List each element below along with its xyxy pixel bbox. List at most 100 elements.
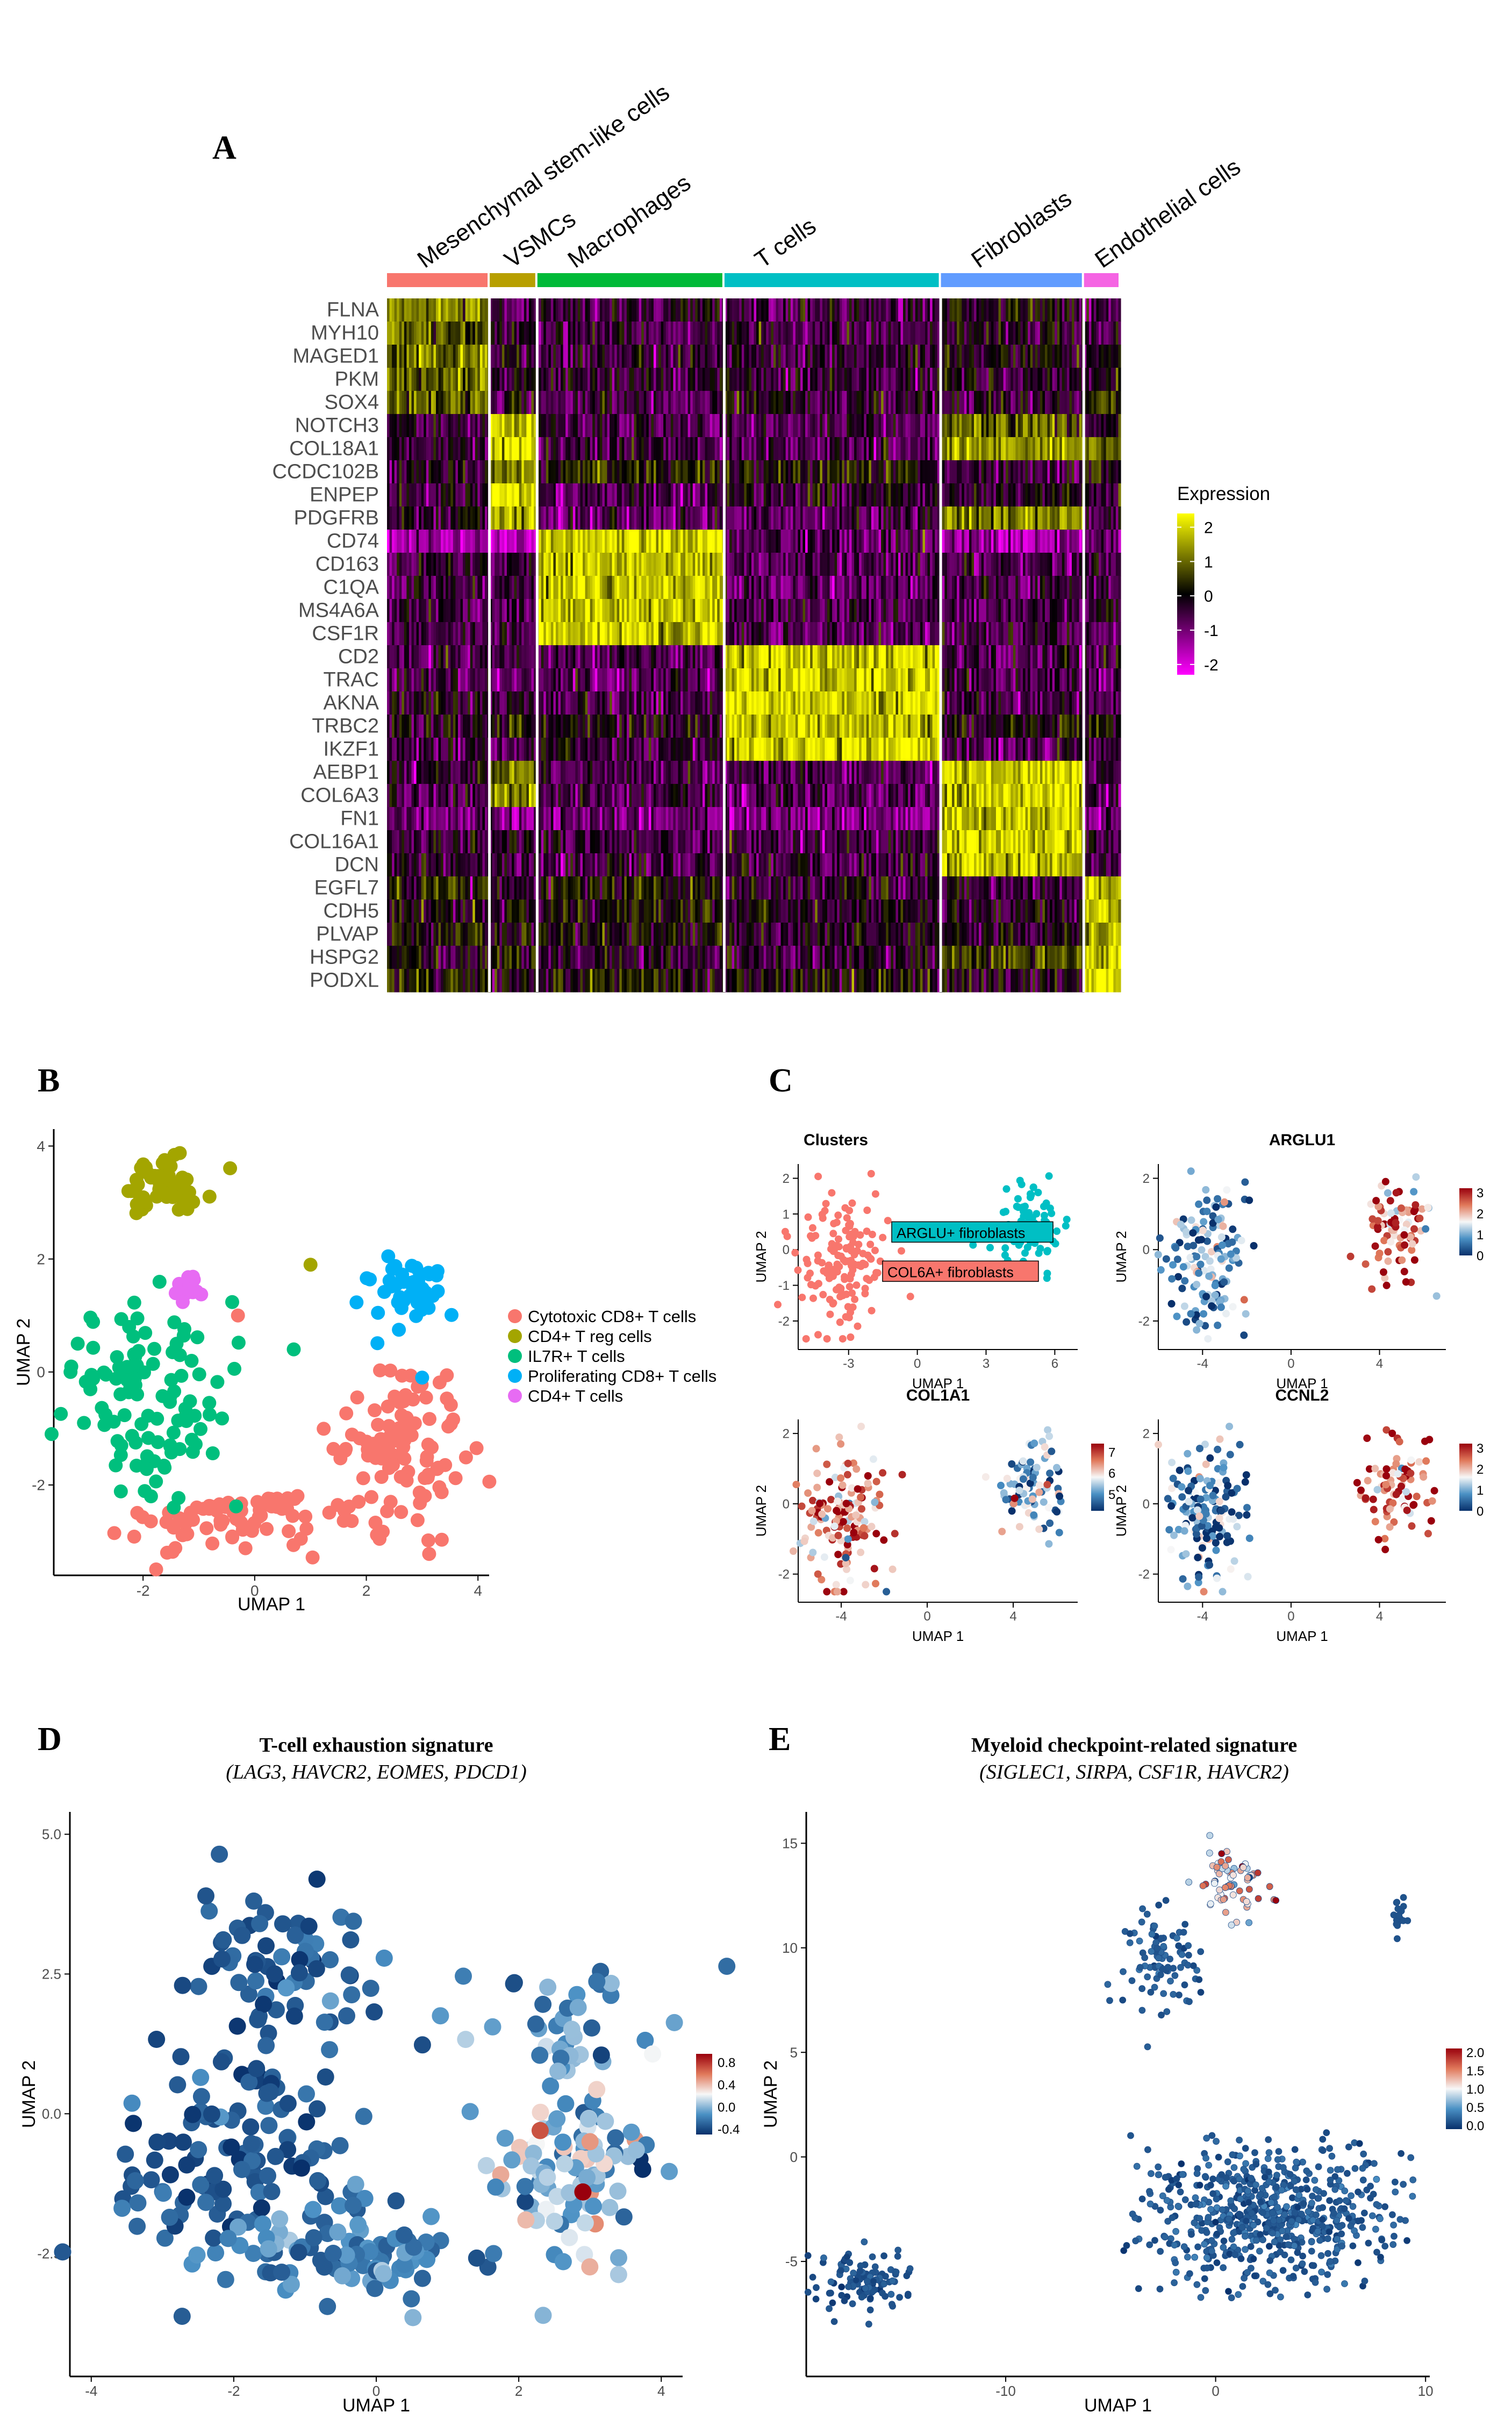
heatmap-cell: [751, 460, 755, 484]
heatmap-cell: [424, 668, 427, 692]
cell-type-bar-segment: [1084, 273, 1119, 287]
heatmap-cell: [629, 368, 632, 391]
heatmap-cell: [646, 622, 649, 646]
heatmap-cell: [585, 900, 588, 923]
heatmap-cell: [614, 460, 618, 484]
heatmap-cell: [594, 483, 598, 507]
heatmap-cell: [541, 691, 544, 715]
heatmap-cell: [521, 368, 525, 391]
heatmap-cell: [702, 506, 706, 530]
heatmap-cell: [541, 345, 544, 368]
heatmap-cell: [763, 900, 766, 923]
heatmap-cell: [426, 691, 429, 715]
heatmap-cell: [783, 784, 786, 808]
heatmap-cell: [460, 530, 463, 553]
heatmap-cell: [404, 668, 407, 692]
heatmap-cell: [646, 946, 649, 969]
heatmap-cell: [626, 761, 630, 784]
heatmap-cell: [783, 830, 786, 854]
heatmap-cell: [419, 391, 422, 415]
heatmap-cell: [773, 830, 777, 854]
heatmap-cell: [714, 784, 718, 808]
heatmap-cell: [519, 368, 522, 391]
heatmap-cell: [617, 506, 620, 530]
heatmap-cell: [416, 645, 419, 669]
heatmap-cell: [636, 576, 640, 599]
heatmap-cell: [394, 668, 397, 692]
heatmap-cell: [610, 807, 613, 831]
heatmap-cell: [495, 368, 498, 391]
heatmap-cell: [572, 946, 576, 969]
heatmap-cell: [453, 969, 456, 993]
heatmap-cell: [501, 900, 505, 923]
heatmap-cell: [438, 368, 441, 391]
heatmap-cell: [512, 784, 515, 808]
heatmap-cell: [495, 668, 498, 692]
heatmap-cell: [433, 437, 436, 461]
heatmap-cell: [570, 322, 574, 345]
heatmap-cell: [778, 460, 782, 484]
heatmap-cell: [621, 460, 625, 484]
heatmap-cell: [683, 437, 686, 461]
heatmap-cell: [768, 460, 771, 484]
heatmap-cell: [641, 923, 644, 946]
heatmap-cell: [761, 761, 764, 784]
heatmap-cell: [653, 668, 657, 692]
heatmap-cell: [624, 368, 627, 391]
heatmap-cell: [648, 345, 651, 368]
heatmap-cell: [604, 599, 608, 623]
heatmap-cell: [599, 900, 603, 923]
heatmap-cell: [558, 853, 561, 877]
heatmap-cell: [736, 345, 740, 368]
heatmap-cell: [653, 298, 657, 322]
heatmap-cell: [443, 830, 446, 854]
heatmap-cell: [524, 622, 527, 646]
heatmap-cell: [790, 599, 793, 623]
heatmap-cell: [692, 368, 696, 391]
heatmap-cell: [392, 298, 395, 322]
heatmap-cell: [665, 460, 669, 484]
heatmap-cell: [612, 368, 615, 391]
heatmap-cell: [441, 483, 444, 507]
heatmap-cell: [793, 345, 796, 368]
heatmap-cell: [438, 668, 441, 692]
heatmap-cell: [443, 645, 446, 669]
heatmap-cell: [778, 599, 782, 623]
heatmap-cell: [416, 506, 419, 530]
heatmap-cell: [768, 830, 771, 854]
heatmap-cell: [766, 900, 769, 923]
heatmap-cell: [736, 322, 740, 345]
heatmap-cell: [656, 876, 659, 900]
heatmap-cell: [680, 761, 684, 784]
heatmap-cell: [506, 622, 510, 646]
heatmap-cell: [392, 530, 395, 553]
heatmap-cell: [614, 530, 618, 553]
heatmap-cell: [785, 738, 789, 761]
heatmap-cell: [406, 807, 410, 831]
heatmap-cell: [697, 576, 700, 599]
heatmap-cell: [528, 460, 532, 484]
heatmap-cell: [773, 437, 777, 461]
heatmap-cell: [717, 645, 720, 669]
heatmap-cell: [568, 691, 571, 715]
heatmap-cell: [668, 506, 671, 530]
heatmap-cell: [555, 530, 559, 553]
heatmap-cell: [509, 738, 512, 761]
heatmap-cell: [727, 530, 730, 553]
heatmap-cell: [756, 668, 759, 692]
heatmap-cell: [788, 923, 791, 946]
heatmap-cell: [624, 807, 627, 831]
heatmap-cell: [497, 969, 500, 993]
heatmap-cell: [739, 830, 742, 854]
heatmap-cell: [514, 345, 517, 368]
heatmap-cell: [426, 622, 429, 646]
heatmap-cell: [788, 853, 791, 877]
heatmap-cell: [668, 622, 671, 646]
heatmap-cell: [561, 599, 564, 623]
heatmap-cell: [751, 437, 755, 461]
heatmap-cell: [687, 599, 691, 623]
heatmap-cell: [783, 599, 786, 623]
heatmap-cell: [599, 322, 603, 345]
heatmap-cell: [646, 414, 649, 438]
cell-type-bar-segment: [387, 273, 488, 287]
